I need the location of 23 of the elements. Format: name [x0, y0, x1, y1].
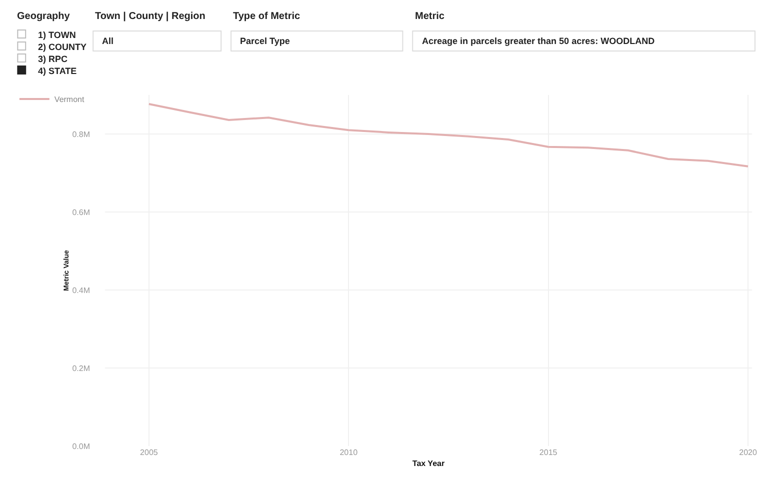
text: 4) STATE [38, 66, 77, 76]
text: Acreage in parcels greater than 50 acres: WOODLAND [422, 36, 656, 46]
y-tick-label: 0.4M [72, 286, 90, 295]
text: Metric [415, 11, 445, 22]
x-axis-title: Tax Year [412, 459, 445, 468]
legend-label: Vermont [54, 95, 85, 104]
text: 2) COUNTY [38, 42, 87, 52]
x-tick-label: 2005 [140, 448, 158, 457]
line-series [148, 102, 750, 168]
y-tick-label: 0.8M [72, 130, 90, 139]
x-tick-label: 2015 [539, 448, 558, 457]
text: 3) RPC [38, 54, 68, 64]
y-tick-label: 0.2M [72, 364, 90, 373]
text: Town | County | Region [95, 11, 206, 22]
text: All [102, 36, 114, 46]
y-tick-label: 0.0M [72, 442, 90, 451]
text: 1) TOWN [38, 30, 76, 40]
x-tick-label: 2020 [739, 448, 758, 457]
x-tick-label: 2010 [340, 448, 358, 457]
text: Geography [17, 11, 70, 22]
y-tick-label: 0.6M [72, 208, 90, 217]
text: Parcel Type [240, 36, 290, 46]
text: Type of Metric [233, 11, 300, 22]
